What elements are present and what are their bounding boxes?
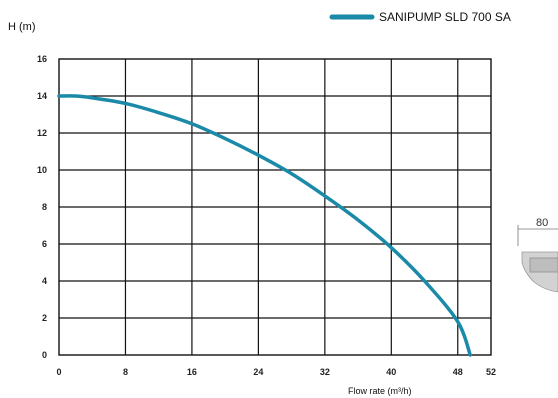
pump-flange-shape — [529, 257, 558, 273]
x-tick-label: 16 — [187, 367, 197, 377]
x-tick-label: 48 — [453, 367, 463, 377]
legend: SANIPUMP SLD 700 SA — [329, 10, 511, 24]
pump-product-image: 80 — [517, 217, 558, 293]
dimension-label: 80 — [536, 217, 548, 229]
y-tick-label: 12 — [37, 128, 47, 138]
series-line — [57, 94, 472, 357]
x-tick-label: 8 — [123, 367, 128, 377]
x-tick-label: 40 — [386, 367, 396, 377]
x-axis-label: Flow rate (m³/h) — [348, 386, 412, 396]
x-tick-label: 32 — [320, 367, 330, 377]
legend-entry-label: SANIPUMP SLD 700 SA — [379, 10, 511, 24]
y-tick-label: 6 — [42, 239, 47, 249]
series-layer — [57, 94, 472, 357]
y-tick-label: 10 — [37, 165, 47, 175]
y-tick-label: 8 — [42, 202, 47, 212]
plot-frame — [58, 58, 492, 356]
x-tick-labels: 0 8 16 24 32 40 48 52 — [56, 367, 496, 377]
y-tick-label: 4 — [42, 276, 47, 286]
x-tick-label: 24 — [253, 367, 263, 377]
y-tick-label: 16 — [37, 54, 47, 64]
y-tick-label: 2 — [42, 313, 47, 323]
y-tick-label: 0 — [42, 350, 47, 360]
y-axis-label: H (m) — [8, 21, 36, 33]
y-tick-label: 14 — [37, 91, 47, 101]
y-tick-labels: 0 2 4 6 8 10 12 14 16 — [37, 54, 47, 360]
grid-lines — [59, 59, 491, 355]
x-tick-label: 52 — [486, 367, 496, 377]
x-tick-label: 0 — [56, 367, 61, 377]
